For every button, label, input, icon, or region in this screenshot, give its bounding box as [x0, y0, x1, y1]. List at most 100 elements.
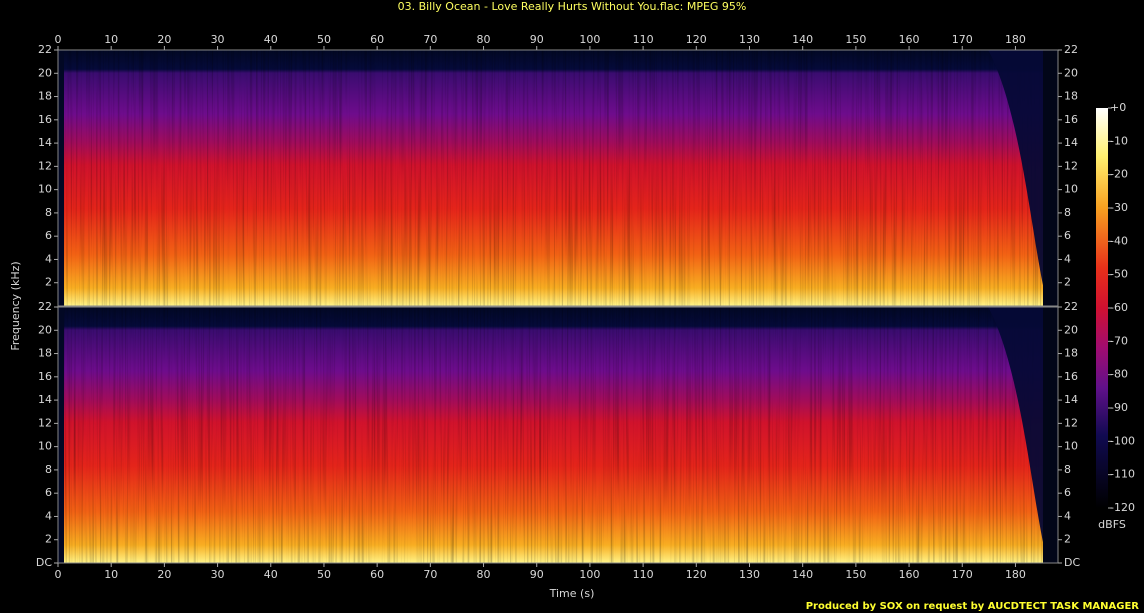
y-tick-label: 14: [38, 393, 52, 406]
y-tick-label: 12: [38, 159, 52, 172]
y-tick-label: 6: [45, 229, 52, 242]
y-tick-label: 20: [1064, 66, 1078, 79]
x-tick-label: 70: [423, 568, 437, 581]
x-tick-label: 30: [211, 33, 225, 46]
y-tick-label: 14: [1064, 136, 1078, 149]
plot-frame: [57, 306, 1059, 564]
y-tick-label: DC: [36, 556, 52, 569]
y-tick-label: 4: [1064, 509, 1071, 522]
spectrogram-tail: [1043, 307, 1058, 563]
x-tick-label: 150: [845, 33, 866, 46]
x-tick-label: 120: [686, 568, 707, 581]
x-tick-label: 90: [530, 33, 544, 46]
plot-frame: [57, 49, 1059, 307]
x-tick-label: 170: [952, 33, 973, 46]
y-tick-label: 12: [38, 416, 52, 429]
colorbar-tick-label: -40: [1110, 234, 1128, 247]
y-axis-label: Frequency (kHz): [9, 261, 22, 350]
y-tick-label: 20: [38, 323, 52, 336]
title: 03. Billy Ocean - Love Really Hurts With…: [398, 0, 747, 13]
x-tick-label: 10: [104, 568, 118, 581]
footer: Produced by SOX on request by AUCDTECT T…: [806, 601, 1140, 612]
y-tick-label: 2: [45, 533, 52, 546]
x-tick-label: 100: [579, 568, 600, 581]
x-tick-label: 130: [739, 568, 760, 581]
y-tick-label: 2: [1064, 533, 1071, 546]
x-tick-label: 80: [477, 568, 491, 581]
y-tick-label: 6: [1064, 486, 1071, 499]
y-tick-label: 10: [1064, 183, 1078, 196]
x-tick-label: 180: [1005, 33, 1026, 46]
x-tick-label: 30: [211, 568, 225, 581]
x-tick-label: 140: [792, 568, 813, 581]
spectrogram-texture: [64, 50, 1049, 306]
y-tick-label: 6: [1064, 229, 1071, 242]
x-tick-label: 50: [317, 568, 331, 581]
colorbar-tick-label: -90: [1110, 401, 1128, 414]
y-tick-label: 16: [1064, 370, 1078, 383]
spectrogram-fade: [988, 307, 1058, 563]
y-tick-label: 20: [1064, 323, 1078, 336]
y-tick-label: 4: [1064, 252, 1071, 265]
x-tick-label: 180: [1005, 568, 1026, 581]
y-tick-label: 22: [38, 43, 52, 56]
y-tick-label: 16: [38, 370, 52, 383]
y-tick-label: 10: [38, 440, 52, 453]
spectrogram-fade: [988, 50, 1058, 306]
x-tick-label: 50: [317, 33, 331, 46]
spectrogram-tail: [1043, 50, 1058, 306]
y-tick-label: 10: [1064, 440, 1078, 453]
y-tick-label: 14: [38, 136, 52, 149]
x-tick-label: 110: [633, 568, 654, 581]
y-tick-label: 20: [38, 66, 52, 79]
y-tick-label: 8: [45, 463, 52, 476]
x-tick-label: 40: [264, 568, 278, 581]
x-tick-label: 0: [55, 568, 62, 581]
colorbar-tick-label: -70: [1110, 334, 1128, 347]
x-tick-label: 170: [952, 568, 973, 581]
x-tick-label: 10: [104, 33, 118, 46]
colorbar: [1096, 108, 1108, 508]
y-tick-label: 12: [1064, 159, 1078, 172]
x-tick-label: 140: [792, 33, 813, 46]
spectrogram-texture: [64, 307, 1049, 563]
x-tick-label: 60: [370, 568, 384, 581]
y-tick-label: 8: [1064, 463, 1071, 476]
colorbar-tick-label: -80: [1110, 368, 1128, 381]
y-tick-label: 10: [38, 183, 52, 196]
colorbar-label: dBFS: [1098, 518, 1126, 531]
x-tick-label: 90: [530, 568, 544, 581]
y-tick-label: 4: [45, 509, 52, 522]
y-tick-label: 2: [1064, 276, 1071, 289]
colorbar-tick-label: -10: [1110, 134, 1128, 147]
x-tick-label: 20: [157, 33, 171, 46]
y-tick-label: 22: [38, 300, 52, 313]
colorbar-tick-label: -50: [1110, 268, 1128, 281]
y-tick-label: 12: [1064, 416, 1078, 429]
y-tick-label: 2: [45, 276, 52, 289]
y-tick-label: 14: [1064, 393, 1078, 406]
x-tick-label: 160: [899, 33, 920, 46]
y-tick-label: 22: [1064, 43, 1078, 56]
x-tick-label: 0: [55, 33, 62, 46]
y-tick-label: 16: [1064, 113, 1078, 126]
y-tick-label: 8: [45, 206, 52, 219]
colorbar-tick-label: +0: [1110, 101, 1126, 114]
y-tick-label: 8: [1064, 206, 1071, 219]
y-tick-label: 18: [1064, 347, 1078, 360]
y-tick-label: DC: [1064, 556, 1080, 569]
x-tick-label: 120: [686, 33, 707, 46]
x-tick-label: 80: [477, 33, 491, 46]
colorbar-tick-label: -30: [1110, 201, 1128, 214]
colorbar-tick-label: -120: [1110, 501, 1135, 514]
y-tick-label: 22: [1064, 300, 1078, 313]
x-tick-label: 130: [739, 33, 760, 46]
x-tick-label: 70: [423, 33, 437, 46]
y-tick-label: 18: [38, 90, 52, 103]
x-tick-label: 150: [845, 568, 866, 581]
x-tick-label: 20: [157, 568, 171, 581]
colorbar-tick-label: -110: [1110, 468, 1135, 481]
colorbar-tick-label: -100: [1110, 434, 1135, 447]
y-tick-label: 16: [38, 113, 52, 126]
